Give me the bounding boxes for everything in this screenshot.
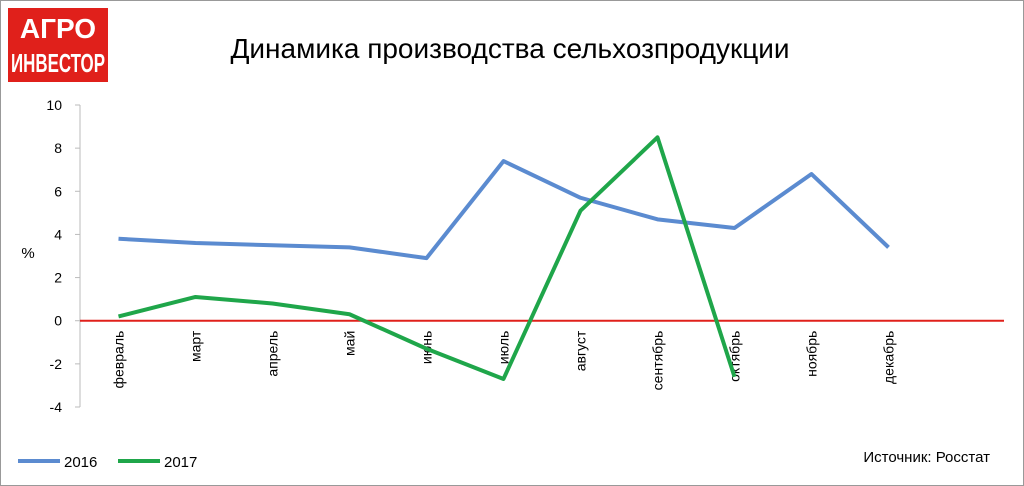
logo-box [8, 8, 108, 82]
line-series [118, 159, 890, 261]
x-tick-label: ноябрь [804, 331, 820, 377]
legend-label: 2016 [64, 454, 97, 471]
x-tick-label: июль [496, 331, 512, 364]
y-tick-label: 8 [54, 140, 62, 156]
y-axis-label: % [21, 245, 34, 262]
x-tick-label: март [188, 330, 204, 362]
y-tick-label: -4 [50, 399, 63, 415]
logo-text: ИНВЕСТОР [11, 48, 105, 78]
x-tick-label: февраль [111, 331, 127, 389]
line-series [118, 135, 737, 381]
y-tick-label: 4 [54, 226, 62, 242]
x-tick-label: апрель [265, 331, 281, 377]
x-tick-label: сентябрь [650, 331, 666, 391]
x-tick-label: декабрь [881, 331, 897, 384]
y-tick-label: 10 [46, 97, 62, 113]
y-tick-label: 2 [54, 270, 62, 286]
y-tick-label: -2 [50, 356, 63, 372]
y-tick-label: 0 [54, 313, 62, 329]
y-tick-label: 6 [54, 183, 62, 199]
chart-title: Динамика производства сельхозпродукции [230, 33, 789, 64]
source: Источник: Росстат [863, 449, 990, 466]
logo-text: АГРО [20, 13, 96, 44]
legend-label: 2017 [164, 454, 197, 471]
x-tick-label: май [342, 331, 358, 356]
x-tick-label: август [573, 330, 589, 371]
